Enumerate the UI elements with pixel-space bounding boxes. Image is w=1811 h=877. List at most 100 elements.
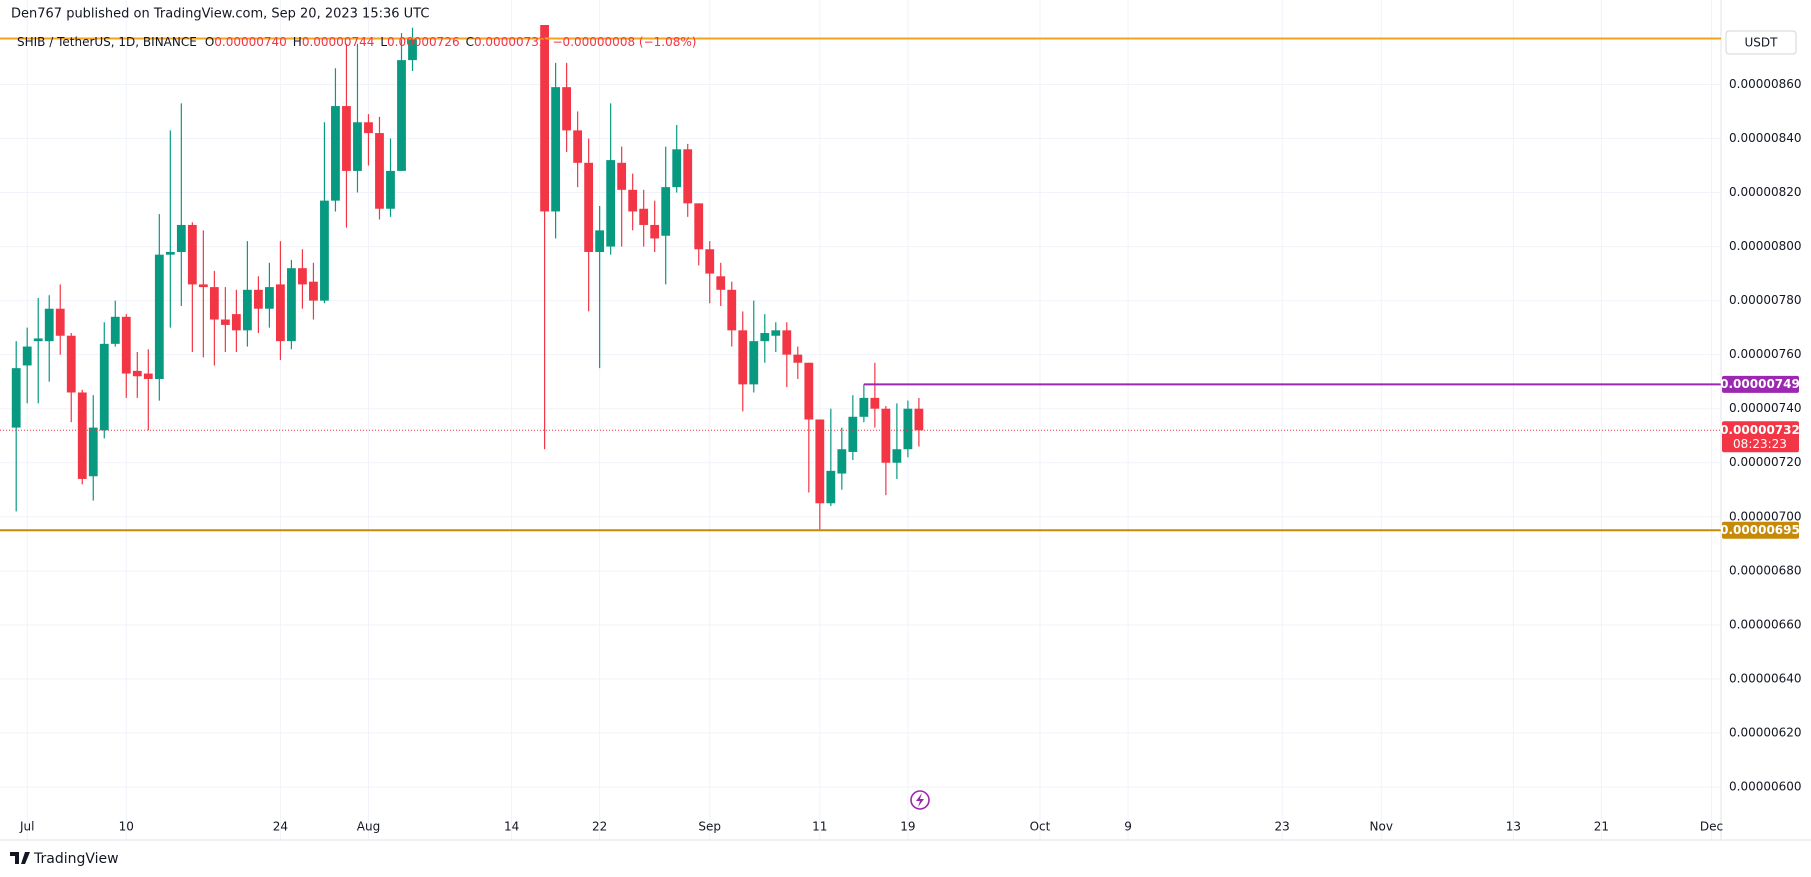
x-tick-label: 19 (900, 820, 915, 834)
candle-body (33, 338, 43, 342)
legend-value: 0.00000726 (387, 35, 460, 49)
candle-body (848, 416, 858, 452)
candle-body (55, 308, 65, 336)
y-tick-label: 0.00000660 (1729, 617, 1802, 631)
candle-body (782, 330, 792, 355)
candle-body (870, 397, 880, 409)
candle-body (143, 373, 153, 379)
candle-body (606, 160, 616, 247)
candle-body (837, 449, 847, 474)
y-tick-label: 0.00000720 (1729, 455, 1802, 469)
candle-body (66, 335, 76, 393)
x-tick-label: Sep (698, 820, 721, 834)
x-tick-label: 9 (1124, 820, 1132, 834)
x-tick-label: 22 (592, 820, 607, 834)
candle-body (727, 289, 737, 331)
publisher-line: Den767 published on TradingView.com, Sep… (11, 7, 429, 22)
y-tick-label: 0.00000620 (1729, 725, 1802, 739)
candle-body (110, 316, 120, 344)
candle-body (220, 319, 230, 325)
legend-symbol: SHIB / TetherUS, 1D, BINANCE (17, 35, 197, 49)
candle-body (408, 38, 417, 61)
candle-body (298, 268, 307, 285)
candle-body (242, 289, 252, 331)
candle-body (584, 162, 594, 252)
candle-body (375, 133, 384, 209)
countdown-label: 08:23:23 (1733, 437, 1787, 451)
candle-body (540, 25, 550, 212)
y-tick-label: 0.00000820 (1729, 185, 1802, 199)
x-tick-label: 11 (812, 820, 827, 834)
candle-body (617, 162, 627, 190)
price-label: 0.00000732 (1720, 423, 1800, 437)
candle-body (132, 370, 142, 377)
candle-body (551, 87, 561, 212)
candle-body (386, 170, 395, 209)
legend-key: C (466, 35, 474, 49)
candle-body (309, 281, 318, 301)
candle-body (738, 330, 748, 385)
candle-body (661, 187, 671, 236)
event-icon[interactable] (910, 790, 930, 810)
x-tick-label: Nov (1370, 820, 1393, 834)
y-tick-label: 0.00000600 (1729, 779, 1802, 793)
candle-body (253, 289, 263, 309)
candle-body (705, 249, 715, 274)
x-tick-label: 10 (119, 820, 134, 834)
legend-value: 0.00000732 (474, 35, 547, 49)
candle-body (176, 224, 186, 252)
plot-area (11, 25, 924, 531)
candle-body (209, 287, 219, 320)
candle-body (628, 189, 638, 212)
candle-body (595, 230, 605, 252)
candle-body (397, 60, 406, 171)
currency-label[interactable]: USDT (1745, 36, 1779, 50)
candle-body (672, 149, 682, 188)
legend: SHIB / TetherUS, 1D, BINANCE O0.00000740 H… (17, 35, 696, 49)
candle-body (331, 106, 340, 201)
candle-body (364, 122, 373, 134)
candle-body (11, 368, 21, 428)
currency-button[interactable] (1725, 30, 1797, 55)
x-tick-label: 13 (1506, 820, 1521, 834)
candle-body (231, 314, 241, 331)
y-tick-label: 0.00000700 (1729, 509, 1802, 523)
x-tick-label: 21 (1594, 820, 1609, 834)
candle-body (121, 316, 131, 374)
candle-body (694, 203, 704, 250)
candle-body (44, 308, 54, 342)
candle-body (99, 343, 109, 431)
candle-body (562, 87, 572, 131)
y-tick-label: 0.00000780 (1729, 293, 1802, 307)
x-tick-label: 24 (273, 820, 288, 834)
candle-body (881, 408, 891, 463)
candle-body (276, 284, 285, 342)
candle-body (639, 208, 649, 225)
x-tick-label: Dec (1700, 820, 1723, 834)
legend-value: 0.00000740 (214, 35, 287, 49)
legend-key: H (293, 35, 302, 49)
event-icon-bolt (916, 793, 924, 807)
x-tick-label: 23 (1275, 820, 1290, 834)
candle-body (165, 251, 175, 255)
candle-body (320, 200, 329, 301)
price-label-box (1722, 375, 1799, 393)
candle-body (749, 341, 759, 385)
x-tick-label: Oct (1030, 820, 1051, 834)
candle-body (353, 122, 362, 171)
candle-body (760, 333, 770, 342)
y-tick-label: 0.00000760 (1729, 347, 1802, 361)
footer-brand: TradingView (33, 851, 119, 867)
candle-body (815, 419, 825, 504)
legend-key: O (205, 35, 214, 49)
candle-body (573, 130, 583, 163)
candle-body (22, 346, 32, 366)
legend-change: −0.00000008 (−1.08%) (553, 35, 697, 49)
price-label-box (1722, 421, 1799, 453)
price-label-box (1722, 521, 1799, 539)
x-tick-label: Jul (19, 820, 34, 834)
y-tick-label: 0.00000840 (1729, 131, 1802, 145)
candle-body (198, 284, 208, 288)
